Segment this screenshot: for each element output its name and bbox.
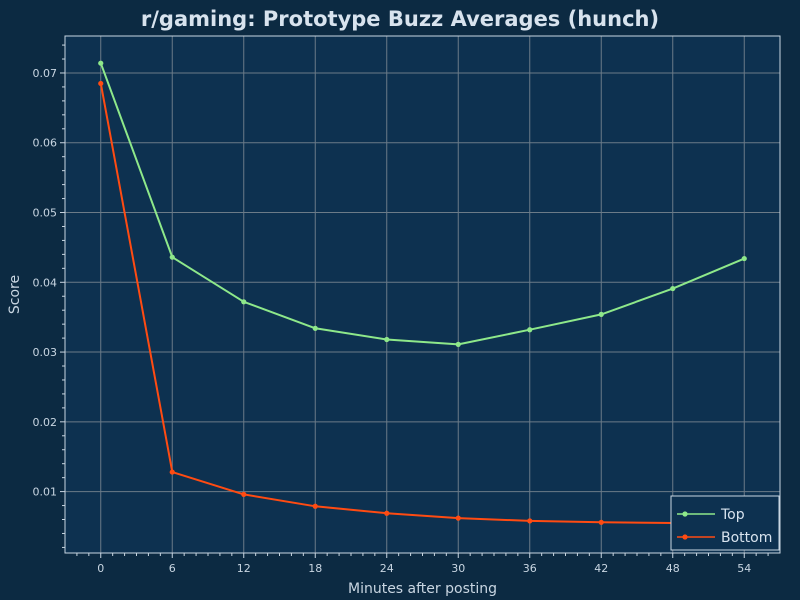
y-tick-label: 0.05 — [33, 207, 58, 220]
legend-label: Top — [720, 507, 745, 523]
data-point — [241, 491, 247, 497]
series-line — [99, 83, 745, 525]
y-tick-label: 0.03 — [33, 346, 58, 359]
series-top — [98, 60, 747, 347]
data-point — [455, 515, 461, 521]
y-tick-label: 0.06 — [33, 137, 58, 150]
chart-title: r/gaming: Prototype Buzz Averages (hunch… — [141, 7, 659, 31]
legend-marker — [682, 511, 688, 517]
legend-item-top: Top — [677, 507, 745, 523]
axes: 0 6 12 18 24 30 36 42 48 54 0.01 0.02 0.03 0.04 0.05 0.… — [33, 35, 781, 575]
x-tick-label: 6 — [169, 562, 176, 575]
data-point — [384, 336, 390, 343]
data-point — [670, 285, 676, 292]
x-tick-label: 48 — [666, 562, 680, 575]
data-point — [527, 518, 533, 524]
data-point — [312, 325, 318, 331]
data-point — [384, 510, 390, 516]
x-axis-label: Minutes after posting — [348, 581, 497, 597]
x-tick-label: 0 — [97, 562, 104, 575]
x-tick-label: 18 — [308, 562, 322, 575]
y-tick-label: 0.07 — [33, 67, 58, 80]
data-point — [455, 341, 461, 347]
series-line — [99, 62, 745, 346]
y-axis-label: Score — [7, 275, 23, 314]
x-tick-label: 12 — [237, 562, 251, 575]
x-tick-label: 36 — [523, 562, 537, 575]
x-tick-label: 24 — [380, 562, 394, 575]
data-point — [312, 503, 318, 509]
legend-item-bottom: Bottom — [677, 530, 772, 546]
data-point — [98, 60, 104, 66]
x-tick-label: 54 — [737, 562, 751, 575]
legend-box — [670, 495, 780, 551]
data-point — [169, 469, 175, 475]
grid-lines — [65, 36, 780, 553]
data-point — [241, 299, 247, 305]
data-point — [527, 327, 533, 333]
data-point — [169, 254, 175, 260]
y-tick-label: 0.02 — [33, 416, 58, 429]
data-point — [98, 80, 104, 87]
plot-frame — [64, 35, 781, 554]
x-tick-label: 42 — [594, 562, 608, 575]
data-point — [741, 255, 747, 262]
legend-marker — [682, 534, 688, 540]
legend-label: Bottom — [721, 530, 772, 546]
data-point — [598, 311, 604, 317]
data-point — [598, 519, 604, 525]
y-tick-label: 0.01 — [33, 486, 58, 499]
x-tick-label: 30 — [451, 562, 465, 575]
y-tick-label: 0.04 — [33, 276, 58, 289]
plot-area — [65, 36, 780, 553]
legend: Top Bottom — [670, 495, 780, 551]
